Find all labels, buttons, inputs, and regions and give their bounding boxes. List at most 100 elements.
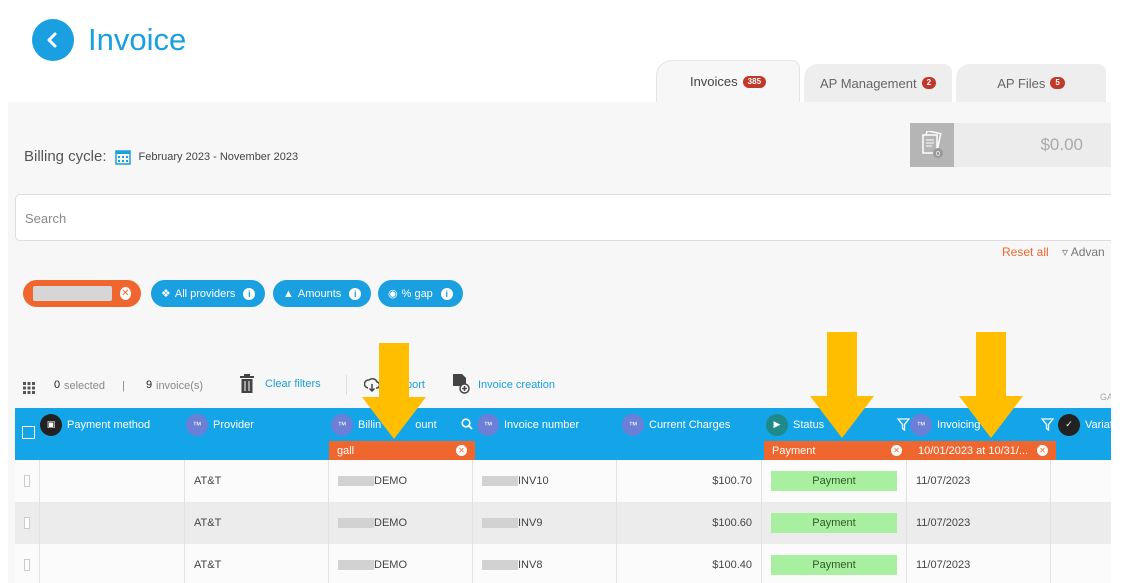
calendar-icon[interactable] bbox=[114, 149, 131, 165]
table-row[interactable]: AT&T DEMO INV8 $100.40 Payment 11/07/202… bbox=[15, 544, 1111, 583]
info-icon: i bbox=[440, 287, 453, 300]
advanced-label: Advan bbox=[1070, 245, 1105, 259]
tab-label: Invoices bbox=[689, 74, 738, 89]
count-badge: 385 bbox=[742, 75, 767, 88]
filter-chip-active[interactable]: ✕ bbox=[23, 280, 141, 307]
funnel-icon[interactable] bbox=[897, 418, 910, 431]
chip-all-providers[interactable]: ❖ All providers i bbox=[151, 280, 266, 307]
grid-menu-icon[interactable] bbox=[23, 382, 35, 394]
variation-cell bbox=[1051, 460, 1111, 502]
tab-label: AP Management bbox=[819, 75, 917, 91]
row-checkbox[interactable] bbox=[24, 559, 30, 571]
antenna-icon: ❖ bbox=[161, 288, 171, 300]
clear-filter-icon[interactable]: ✕ bbox=[891, 445, 902, 456]
row-checkbox[interactable] bbox=[24, 517, 30, 529]
reset-all-link[interactable]: Reset all bbox=[1002, 245, 1049, 259]
col-label: Invoicing bbox=[937, 418, 981, 431]
invoice-add-icon[interactable] bbox=[452, 374, 470, 394]
table-row[interactable]: AT&T DEMO INV10 $100.70 Payment 11/07/20… bbox=[15, 460, 1111, 502]
invoicing-date-filter[interactable]: 10/01/2023 at 10/31/... ✕ bbox=[910, 441, 1056, 460]
clear-filter-icon[interactable]: ✕ bbox=[1037, 445, 1048, 456]
provider-cell: AT&T bbox=[185, 502, 329, 544]
check-box-icon: ✓ bbox=[1058, 413, 1080, 436]
billing-range[interactable]: February 2023 - November 2023 bbox=[138, 150, 299, 163]
info-icon: i bbox=[243, 287, 256, 300]
chip-amounts[interactable]: ▲ Amounts i bbox=[273, 280, 372, 307]
tab-invoices[interactable]: Invoices 385 bbox=[656, 60, 800, 102]
annotation-arrow-down bbox=[362, 343, 426, 439]
wallet-icon: ▣ bbox=[40, 413, 62, 436]
col-label: Payment method bbox=[67, 418, 151, 431]
toolbar-divider: | bbox=[122, 380, 125, 392]
clear-filter-icon[interactable]: ✕ bbox=[456, 445, 467, 456]
page-title: Invoice bbox=[88, 22, 187, 57]
chart-icon: ▲ bbox=[283, 287, 294, 300]
chevron-left-icon bbox=[47, 32, 57, 48]
variation-cell bbox=[1051, 544, 1111, 583]
status-cell: Payment bbox=[762, 544, 907, 583]
invoice-creation-link[interactable]: Invoice creation bbox=[478, 379, 556, 391]
redacted-text bbox=[338, 518, 374, 528]
account-suffix: DEMO bbox=[374, 475, 407, 487]
chip-label: All providers bbox=[174, 287, 236, 300]
antenna-icon: ™ bbox=[622, 413, 644, 436]
export-link[interactable]: port bbox=[406, 379, 425, 391]
account-cell: DEMO bbox=[329, 502, 473, 544]
amount-icon-badge: 0 bbox=[936, 151, 940, 158]
col-invoicing-date[interactable]: ™ Invoicing bbox=[910, 408, 1054, 441]
date-cell: 11/07/2023 bbox=[907, 502, 1051, 544]
provider-cell: AT&T bbox=[185, 544, 329, 583]
table-toolbar: 0 selected | 9 invoice(s) Clear filters … bbox=[8, 373, 1111, 401]
date-cell: 11/07/2023 bbox=[907, 460, 1051, 502]
col-invoice-number[interactable]: ™ Invoice number bbox=[477, 408, 579, 441]
invoice-suffix: INV10 bbox=[518, 475, 549, 487]
charges-cell: $100.70 bbox=[617, 460, 762, 502]
advanced-filters-button[interactable]: ▿ Advan bbox=[1062, 245, 1105, 259]
col-billing-account[interactable]: ™ Billin ount bbox=[331, 408, 473, 441]
clear-filters-link[interactable]: Clear filters bbox=[265, 378, 321, 390]
chip-label: Amounts bbox=[297, 287, 342, 300]
tab-ap-management[interactable]: AP Management 2 bbox=[804, 64, 952, 102]
invoice-number-cell: INV8 bbox=[473, 544, 617, 583]
redacted-text bbox=[338, 476, 374, 486]
table-row[interactable]: AT&T DEMO INV9 $100.60 Payment 11/07/202… bbox=[15, 502, 1111, 544]
percent-icon: ◉ bbox=[388, 288, 398, 300]
col-label: Current Charges bbox=[649, 418, 731, 431]
col-label: Invoice number bbox=[504, 418, 580, 431]
billing-cycle: Billing cycle: February 2023 - November … bbox=[24, 148, 298, 165]
col-payment-method[interactable]: ▣ Payment method bbox=[40, 408, 150, 441]
row-checkbox-cell bbox=[15, 544, 40, 583]
search-icon[interactable] bbox=[461, 418, 473, 430]
funnel-icon[interactable] bbox=[1041, 418, 1054, 431]
back-button[interactable] bbox=[32, 19, 74, 61]
trash-icon[interactable] bbox=[240, 374, 254, 393]
col-provider[interactable]: ™ Provider bbox=[186, 408, 254, 441]
status-cell: Payment bbox=[762, 502, 907, 544]
annotation-arrow-down bbox=[959, 332, 1023, 438]
chip-gap[interactable]: ◉ % gap i bbox=[378, 280, 463, 307]
col-variation[interactable]: ✓ Variatio bbox=[1058, 408, 1111, 441]
status-badge: Payment bbox=[771, 513, 897, 533]
antenna-icon: ™ bbox=[331, 413, 353, 436]
payment-method-cell bbox=[40, 502, 185, 544]
status-filter[interactable]: Payment ✕ bbox=[764, 441, 910, 460]
col-label: Billin bbox=[358, 418, 382, 431]
status-badge: Payment bbox=[771, 555, 897, 575]
filter-value: Payment bbox=[772, 444, 816, 457]
tab-ap-files[interactable]: AP Files 5 bbox=[956, 64, 1106, 102]
col-label: Provider bbox=[213, 418, 254, 431]
col-label: Variatio bbox=[1085, 418, 1111, 431]
invoice-number-cell: INV10 bbox=[473, 460, 617, 502]
billing-account-filter[interactable]: gall ✕ bbox=[329, 441, 475, 460]
col-current-charges[interactable]: ™ Current Charges bbox=[622, 408, 730, 441]
redacted-text bbox=[482, 476, 518, 486]
invoice-number-cell: INV9 bbox=[473, 502, 617, 544]
select-all-checkbox[interactable] bbox=[22, 426, 35, 439]
row-checkbox[interactable] bbox=[24, 475, 30, 487]
remove-chip-icon[interactable]: ✕ bbox=[119, 287, 131, 300]
col-status[interactable]: ▶ Status bbox=[766, 408, 910, 441]
tab-label: AP Files bbox=[997, 75, 1046, 91]
search-input[interactable]: Search bbox=[15, 194, 1111, 241]
charges-cell: $100.60 bbox=[617, 502, 762, 544]
account-cell: DEMO bbox=[329, 544, 473, 583]
